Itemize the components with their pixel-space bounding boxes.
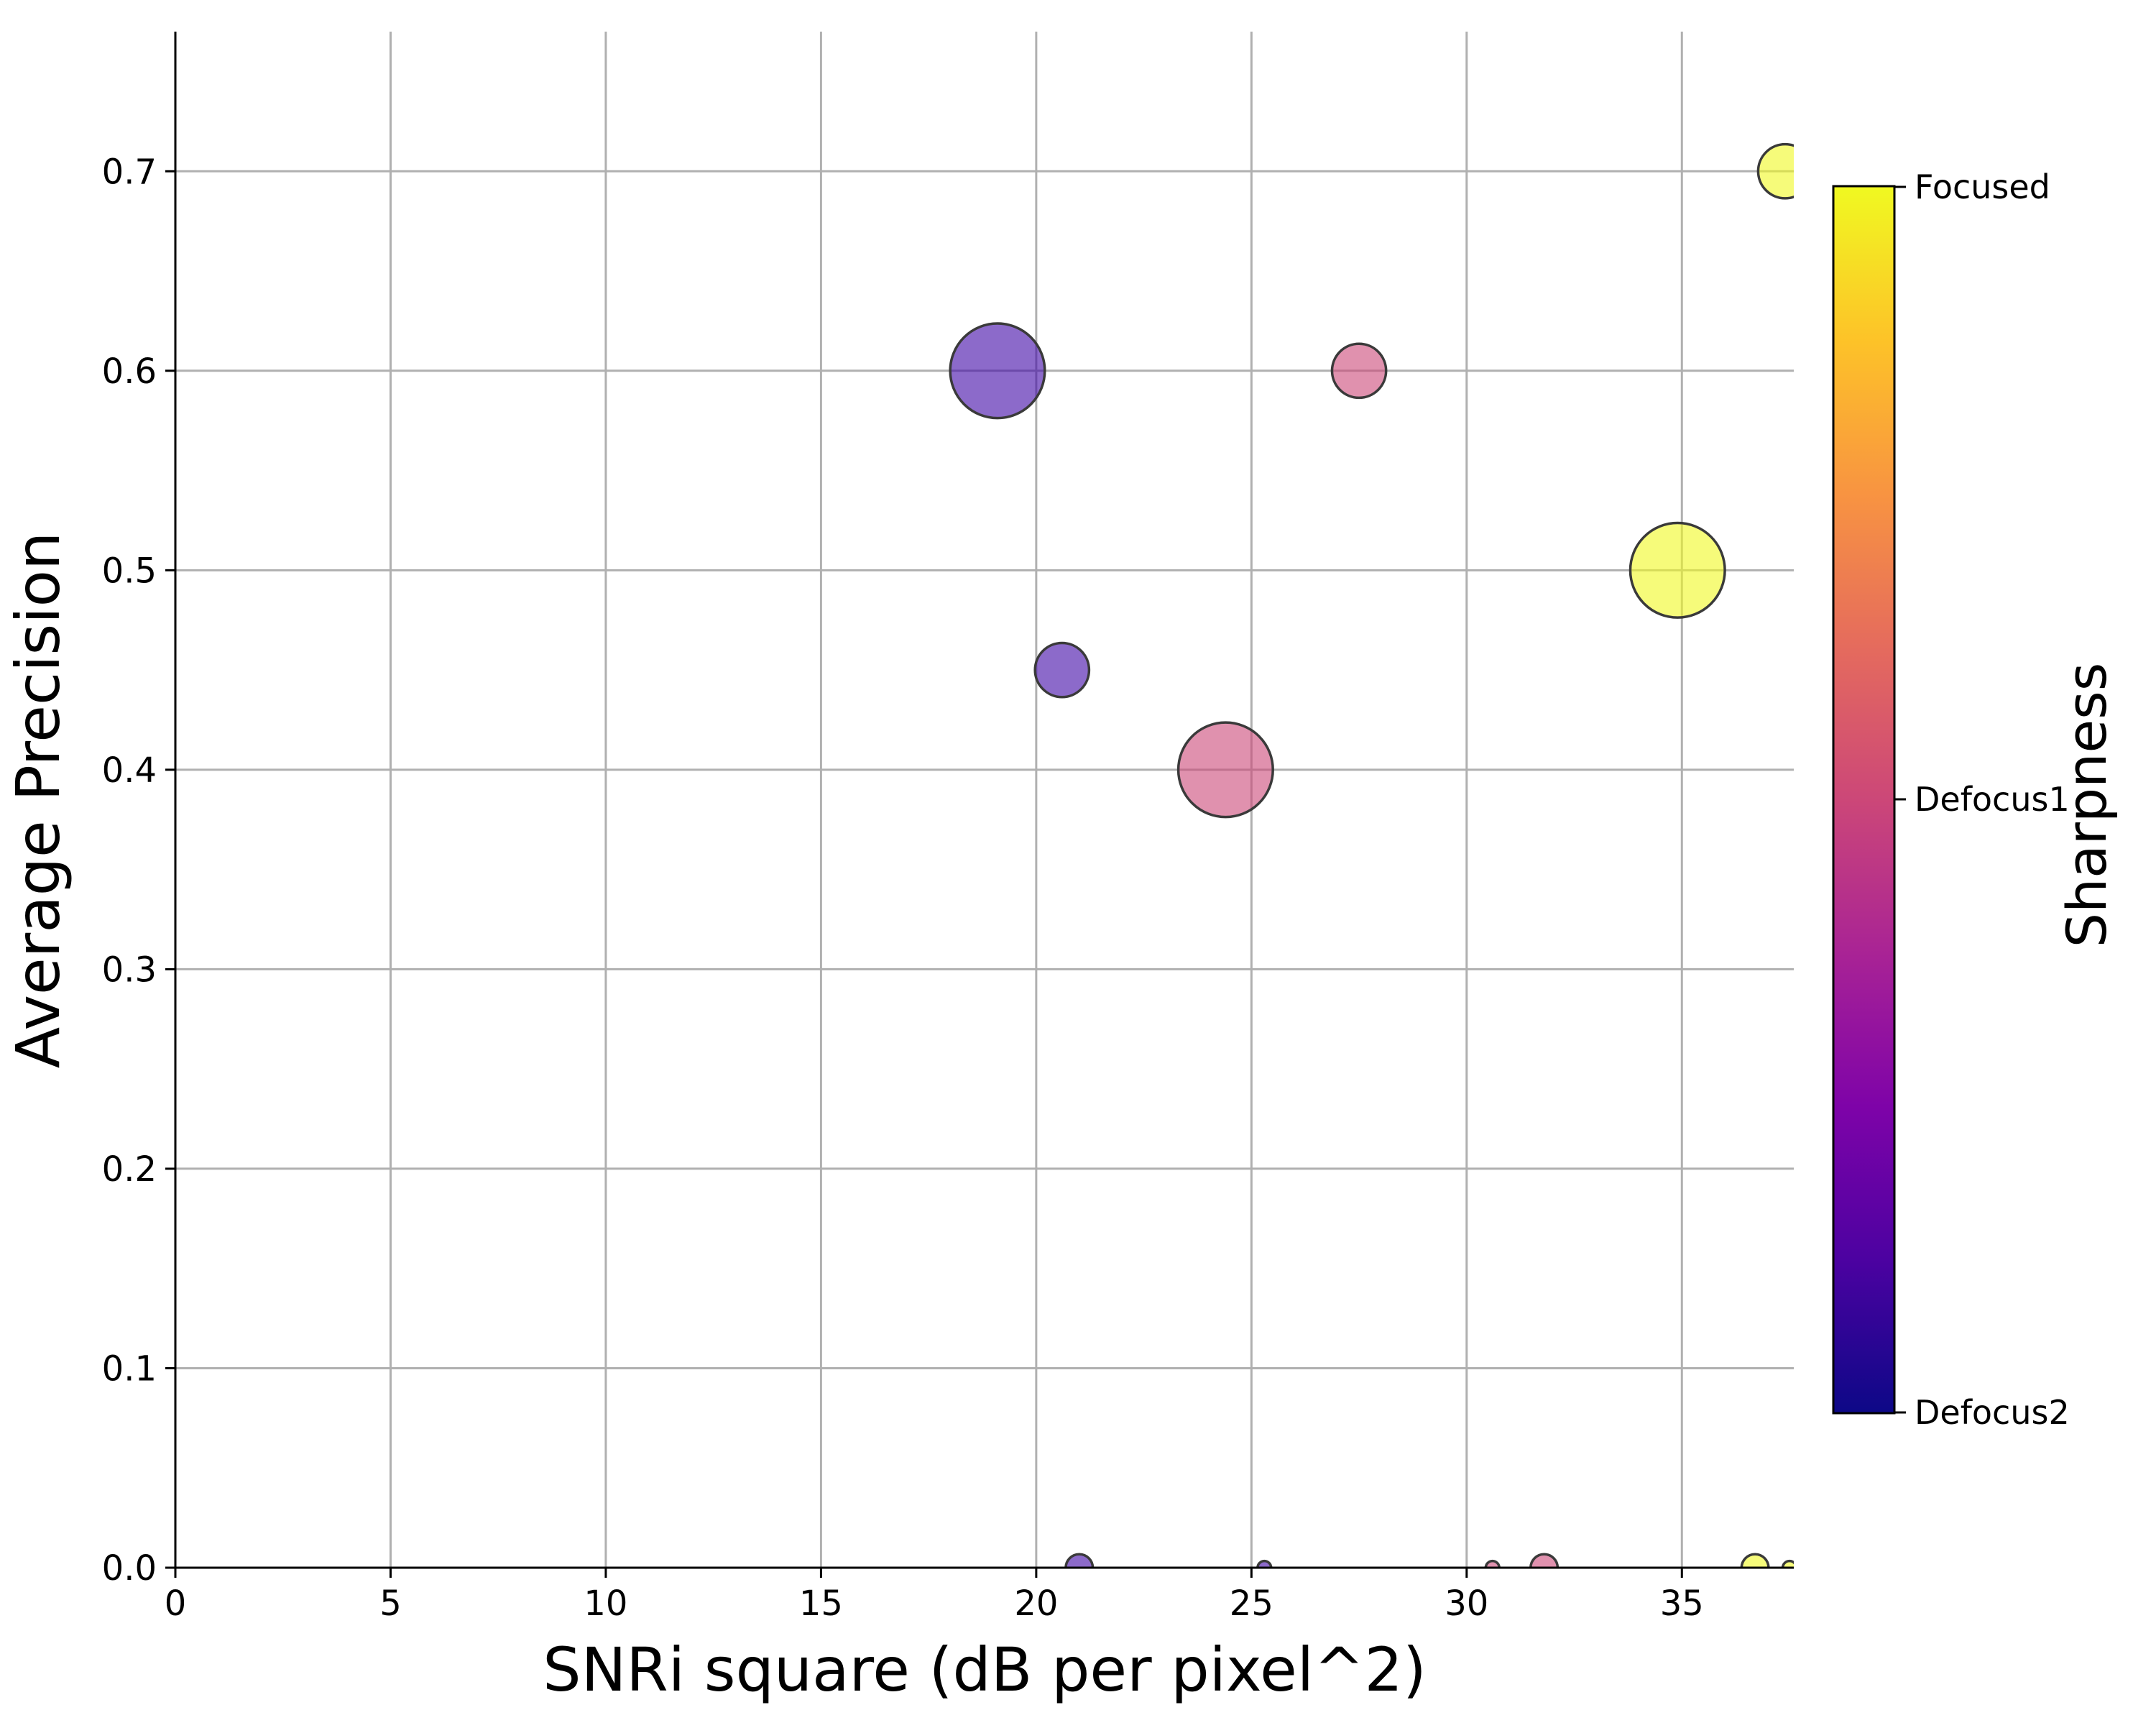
y-tick-label: 0.1 <box>102 1348 157 1389</box>
y-tick-label: 0.4 <box>102 750 157 791</box>
grid <box>174 32 1794 1569</box>
colorbar-label-focused: Focused <box>1915 167 2050 206</box>
x-tick-label: 0 <box>165 1584 187 1624</box>
bubbles <box>949 142 1794 1568</box>
x-tick-label: 35 <box>1660 1584 1704 1624</box>
bubble-point <box>1033 641 1091 699</box>
bubble-point <box>1781 1559 1794 1568</box>
y-tick-label: 0.2 <box>102 1149 157 1190</box>
y-tick-label: 0.5 <box>102 551 157 591</box>
x-tick-label: 30 <box>1445 1584 1488 1624</box>
x-tick-label: 25 <box>1230 1584 1273 1624</box>
axes <box>174 32 1794 1569</box>
bubble-point <box>949 322 1046 420</box>
colorbar-title: Sharpness <box>2055 663 2119 948</box>
x-tick-label: 20 <box>1014 1584 1058 1624</box>
bubble-point <box>1484 1559 1501 1568</box>
y-tick-label: 0.6 <box>102 351 157 392</box>
colorbar-gradient <box>1832 185 1896 1415</box>
colorbar-label-defocus2: Defocus2 <box>1915 1393 2070 1432</box>
x-tick-label: 5 <box>379 1584 402 1624</box>
y-tick-label: 0.7 <box>102 152 157 192</box>
bubble-point <box>1176 721 1274 819</box>
x-axis-title: SNRi square (dB per pixel^2) <box>543 1635 1426 1705</box>
y-tick-label: 0.0 <box>102 1548 157 1589</box>
colorbar-label-defocus1: Defocus1 <box>1915 780 2070 819</box>
ticks: 0 5 10 15 20 25 30 35 0.0 0.1 0.2 0.3 0.4 0.5 0.6 0.7 <box>102 152 1704 1624</box>
bubble-point <box>1628 521 1726 619</box>
y-tick-label: 0.3 <box>102 950 157 990</box>
y-axis-title: Average Precision <box>3 532 73 1068</box>
bubble-point <box>1756 142 1794 200</box>
bubble-point <box>1330 342 1388 400</box>
x-tick-label: 10 <box>584 1584 627 1624</box>
colorbar: Focused Defocus1 Defocus2 Sharpness <box>1832 167 2119 1432</box>
bubble-point <box>1256 1559 1273 1568</box>
x-tick-label: 15 <box>799 1584 843 1624</box>
